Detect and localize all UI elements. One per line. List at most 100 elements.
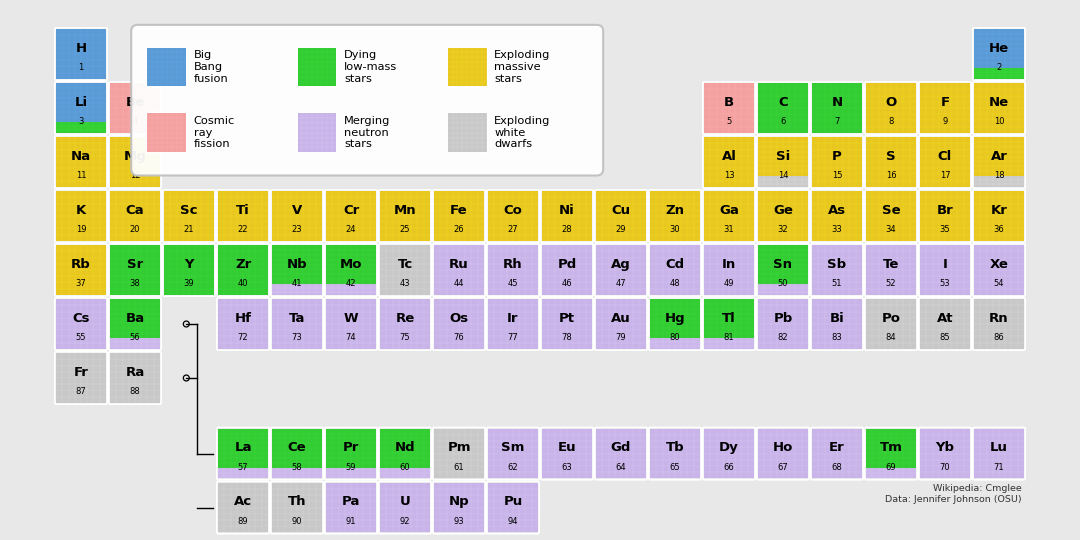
Text: Br: Br — [936, 204, 954, 217]
Text: Ce: Ce — [287, 441, 307, 454]
Text: Sr: Sr — [126, 258, 144, 271]
Text: 47: 47 — [616, 279, 626, 288]
Text: 43: 43 — [400, 279, 410, 288]
Text: 73: 73 — [292, 333, 302, 342]
Bar — [148, 113, 187, 152]
Text: 67: 67 — [778, 463, 788, 472]
Bar — [110, 191, 160, 241]
Bar — [434, 429, 484, 478]
Text: 85: 85 — [940, 333, 950, 342]
Bar — [920, 299, 970, 349]
Text: Ir: Ir — [508, 312, 518, 325]
Text: 91: 91 — [346, 517, 356, 526]
Bar — [488, 191, 538, 241]
Bar — [326, 245, 376, 284]
Text: Ga: Ga — [719, 204, 739, 217]
Text: 82: 82 — [778, 333, 788, 342]
Text: U: U — [400, 495, 410, 508]
Bar — [974, 137, 1024, 176]
Text: 2: 2 — [997, 63, 1001, 72]
Text: 28: 28 — [562, 225, 572, 234]
Text: Rb: Rb — [71, 258, 91, 271]
Text: Sm: Sm — [501, 441, 525, 454]
Text: 1: 1 — [79, 63, 83, 72]
Bar — [272, 468, 322, 478]
Text: Cl: Cl — [937, 150, 953, 163]
Bar — [974, 83, 1024, 133]
Bar — [974, 191, 1024, 241]
Bar — [866, 137, 916, 187]
Bar — [272, 429, 322, 468]
Bar — [812, 245, 862, 295]
Text: 30: 30 — [670, 225, 680, 234]
Text: Ba: Ba — [125, 312, 145, 325]
Bar — [488, 299, 538, 349]
Bar — [758, 245, 808, 284]
Text: Sc: Sc — [180, 204, 198, 217]
Bar — [704, 429, 754, 478]
Bar — [110, 353, 160, 403]
Text: 26: 26 — [454, 225, 464, 234]
Bar — [650, 429, 700, 478]
Text: 72: 72 — [238, 333, 248, 342]
Text: 75: 75 — [400, 333, 410, 342]
Bar — [596, 245, 646, 295]
Bar — [218, 468, 268, 478]
Text: N: N — [832, 96, 842, 109]
Bar — [110, 338, 160, 349]
Text: Pb: Pb — [773, 312, 793, 325]
Text: Au: Au — [611, 312, 631, 325]
Text: Tb: Tb — [665, 441, 685, 454]
Text: 13: 13 — [724, 171, 734, 180]
Text: Fr: Fr — [73, 366, 89, 379]
Bar — [56, 191, 106, 241]
Text: 83: 83 — [832, 333, 842, 342]
Text: B: B — [724, 96, 734, 109]
Bar — [920, 191, 970, 241]
Text: 15: 15 — [832, 171, 842, 180]
Text: Ar: Ar — [990, 150, 1008, 163]
Text: 20: 20 — [130, 225, 140, 234]
Bar — [326, 191, 376, 241]
Bar — [866, 191, 916, 241]
Bar — [974, 429, 1024, 478]
Text: Te: Te — [882, 258, 900, 271]
Bar — [488, 245, 538, 295]
Bar — [56, 83, 106, 122]
Text: Dy: Dy — [719, 441, 739, 454]
Bar — [650, 245, 700, 295]
Bar — [326, 299, 376, 349]
Text: 40: 40 — [238, 279, 248, 288]
Text: 90: 90 — [292, 517, 302, 526]
Text: Y: Y — [185, 258, 193, 271]
Bar — [56, 29, 106, 79]
Text: Be: Be — [125, 96, 145, 109]
Bar — [218, 191, 268, 241]
Text: Pm: Pm — [447, 441, 471, 454]
Text: Exploding
massive
stars: Exploding massive stars — [495, 50, 551, 84]
Text: 16: 16 — [886, 171, 896, 180]
Text: 18: 18 — [994, 171, 1004, 180]
Text: Po: Po — [881, 312, 901, 325]
Text: 3: 3 — [79, 117, 83, 126]
Text: 44: 44 — [454, 279, 464, 288]
Text: 51: 51 — [832, 279, 842, 288]
Text: 33: 33 — [832, 225, 842, 234]
Text: Cr: Cr — [342, 204, 360, 217]
Text: 37: 37 — [76, 279, 86, 288]
Text: Na: Na — [71, 150, 91, 163]
Text: 56: 56 — [130, 333, 140, 342]
Bar — [650, 191, 700, 241]
Text: I: I — [943, 258, 947, 271]
Bar — [380, 483, 430, 532]
Text: Rh: Rh — [503, 258, 523, 271]
Text: Tm: Tm — [879, 441, 903, 454]
Text: Pr: Pr — [342, 441, 360, 454]
Text: Kr: Kr — [990, 204, 1008, 217]
Text: Pt: Pt — [559, 312, 575, 325]
Text: 71: 71 — [994, 463, 1004, 472]
Bar — [920, 83, 970, 133]
Bar — [272, 299, 322, 349]
Text: Xe: Xe — [989, 258, 1009, 271]
Text: 87: 87 — [76, 387, 86, 396]
